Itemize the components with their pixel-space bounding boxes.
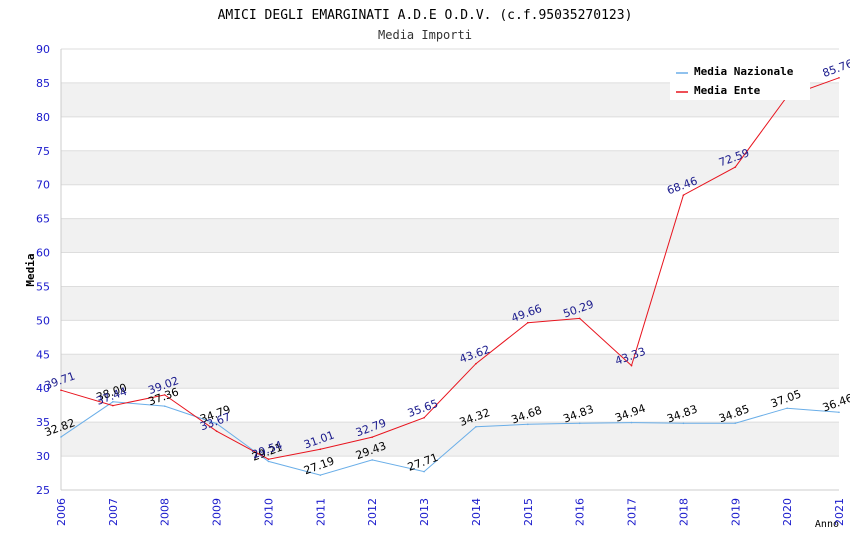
series-line-media-ente: [60, 77, 840, 460]
x-tick-label: 2020: [781, 498, 794, 526]
y-tick-label: 65: [36, 213, 50, 226]
data-point: [630, 364, 633, 367]
y-tick-label: 50: [36, 314, 50, 327]
x-tick-label: 2014: [470, 498, 483, 526]
x-tick-label: 2009: [211, 498, 224, 526]
x-tick-label: 2018: [677, 498, 690, 526]
y-tick-label: 85: [36, 77, 50, 90]
data-point: [215, 430, 218, 432]
data-point: [112, 401, 114, 403]
data-point: [734, 422, 737, 424]
x-tick-label: 2006: [55, 498, 68, 526]
data-label: 36.46: [821, 391, 850, 414]
data-label: 35.65: [406, 397, 440, 420]
data-point: [215, 422, 218, 425]
grid-band: [61, 286, 839, 321]
y-tick-label: 80: [36, 111, 50, 124]
y-tick-labels: 25 30 35 40 45 50 55 60 65 70 75 80 85 90: [36, 43, 50, 497]
x-tick-label: 2010: [262, 498, 275, 526]
data-point: [319, 474, 322, 476]
data-point: [267, 460, 270, 463]
data-point: [60, 389, 62, 391]
data-point: [319, 448, 322, 451]
y-axis-title: Media: [24, 253, 37, 286]
x-tick-label: 2007: [107, 498, 120, 526]
data-point: [371, 436, 374, 438]
y-tick-label: 30: [36, 450, 50, 463]
y-tick-label: 90: [36, 43, 50, 56]
y-tick-label: 70: [36, 179, 50, 192]
x-tick-label: 2015: [522, 498, 535, 526]
grid-bands: [61, 82, 839, 457]
y-tick-label: 75: [36, 145, 50, 158]
data-point: [734, 166, 737, 168]
x-axis-title: Anno: [815, 519, 839, 530]
y-tick-label: 25: [36, 484, 50, 497]
data-point: [838, 411, 840, 414]
y-tick-label: 45: [36, 348, 50, 361]
x-tick-label: 2011: [314, 498, 327, 526]
data-point: [475, 425, 477, 428]
data-point: [371, 459, 374, 461]
y-tick-label: 60: [36, 247, 50, 260]
x-tick-label: 2012: [366, 498, 379, 526]
y-tick-label: 55: [36, 280, 50, 293]
legend-box: [670, 60, 810, 100]
data-point: [163, 405, 166, 407]
y-tick-label: 40: [36, 382, 50, 395]
legend-label-media-nazionale: Media Nazionale: [694, 65, 794, 78]
legend-label-media-ente: Media Ente: [694, 84, 761, 97]
chart-subtitle: Media Importi: [378, 28, 472, 42]
grid-band: [61, 422, 839, 457]
data-point: [267, 458, 270, 460]
x-tick-labels: 2006 2007 2008 2009 2010 2011 2012 2013 2014 2015…: [55, 498, 846, 526]
data-point: [423, 470, 425, 473]
x-tick-label: 2019: [729, 498, 742, 526]
data-point: [682, 422, 685, 425]
grid-band: [61, 150, 839, 185]
x-tick-label: 2016: [574, 498, 587, 526]
data-point: [630, 421, 633, 424]
data-point: [786, 407, 788, 410]
grid-band: [61, 218, 839, 253]
data-point: [578, 422, 581, 425]
grid-band: [61, 354, 839, 389]
data-point: [682, 194, 685, 196]
data-point: [60, 436, 62, 438]
data-point: [475, 362, 477, 365]
data-point: [112, 404, 114, 407]
data-point: [163, 394, 166, 396]
series-line-media-nazionale: [60, 401, 840, 476]
legend: Media Nazionale Media Ente: [670, 60, 810, 100]
data-point: [527, 423, 529, 426]
data-label: 39.71: [43, 369, 77, 392]
x-tick-label: 2008: [159, 498, 172, 526]
data-point: [527, 321, 529, 324]
data-point: [578, 317, 581, 320]
data-point: [838, 76, 840, 79]
chart-title: AMICI DEGLI EMARGINATI A.D.E O.D.V. (c.f…: [218, 8, 633, 23]
data-point: [423, 416, 425, 419]
data-label: 27.19: [302, 454, 336, 477]
data-label: 37.05: [769, 387, 803, 410]
data-label: 85.76: [821, 57, 850, 80]
x-tick-label: 2013: [418, 498, 431, 526]
x-tick-label: 2021: [833, 498, 846, 526]
y-tick-label: 35: [36, 416, 50, 429]
data-label: 34.94: [613, 402, 647, 425]
x-tick-label: 2017: [626, 498, 639, 526]
